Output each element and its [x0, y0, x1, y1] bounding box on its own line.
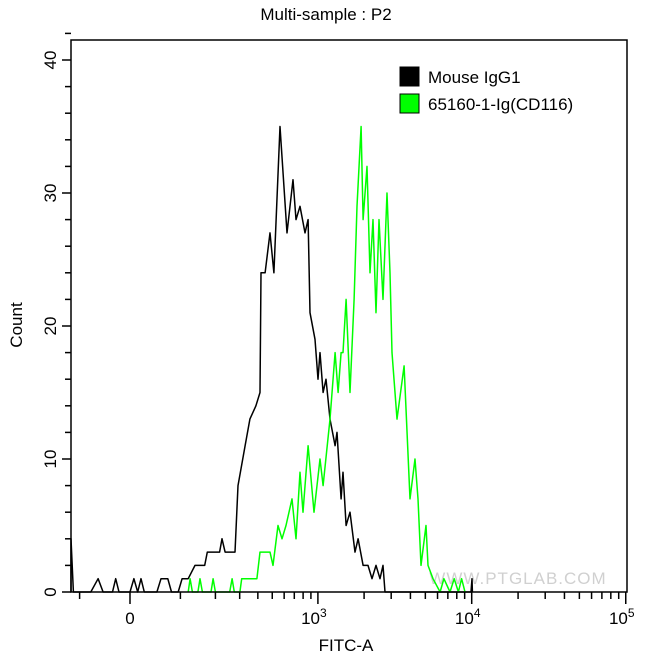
y-tick-label: 0	[41, 587, 60, 596]
x-tick-label: 103	[301, 606, 327, 628]
x-axis: 0 103 104 105	[78, 592, 635, 628]
x-tick-label: 104	[455, 606, 481, 628]
x-tick-base: 10	[455, 609, 474, 628]
y-tick-label: 30	[41, 184, 60, 203]
y-tick-label: 10	[41, 450, 60, 469]
legend-label-1: 65160-1-Ig(CD116)	[428, 95, 573, 114]
legend-swatch-0	[399, 66, 420, 87]
x-tick-base: 10	[301, 609, 320, 628]
x-tick-exponent: 3	[320, 606, 327, 620]
series-line-1	[187, 125, 466, 593]
y-axis: 0 10 20 30 40	[41, 32, 71, 597]
legend-item-0: Mouse IgG1	[399, 66, 521, 87]
legend: Mouse IgG1 65160-1-Ig(CD116)	[399, 66, 573, 114]
legend-swatch-1	[399, 93, 420, 114]
x-tick-base: 10	[609, 609, 628, 628]
watermark: WWW.PTGLAB.COM	[429, 569, 606, 588]
y-axis-label: Count	[7, 302, 26, 348]
series-layer	[70, 125, 474, 593]
y-tick-label: 20	[41, 317, 60, 336]
chart-title: Multi-sample : P2	[260, 5, 391, 24]
x-axis-label: FITC-A	[319, 636, 374, 655]
y-tick-label: 40	[41, 51, 60, 70]
x-tick-exponent: 5	[628, 606, 635, 620]
legend-label-0: Mouse IgG1	[428, 68, 521, 87]
legend-item-1: 65160-1-Ig(CD116)	[399, 93, 573, 114]
x-tick-exponent: 4	[474, 606, 481, 620]
series-line-0	[70, 125, 474, 593]
plot-frame	[70, 39, 628, 593]
x-tick-label: 105	[609, 606, 635, 628]
x-tick-label: 0	[125, 609, 134, 628]
x-tick-base: 0	[125, 609, 134, 628]
